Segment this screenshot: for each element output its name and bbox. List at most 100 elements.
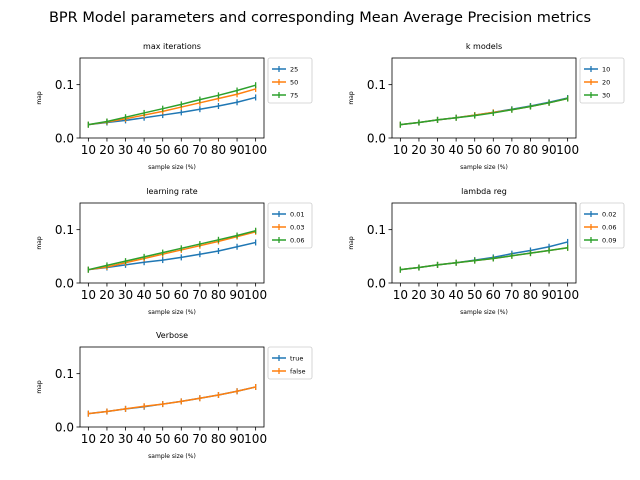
x-tick-label: 40 bbox=[448, 288, 463, 302]
series-1 bbox=[87, 384, 257, 417]
figure-title: BPR Model parameters and corresponding M… bbox=[49, 10, 591, 26]
x-tick-label: 20 bbox=[99, 143, 114, 157]
axes-frame bbox=[79, 202, 265, 284]
x-tick-label: 30 bbox=[430, 143, 445, 157]
x-tick-label: 90 bbox=[541, 288, 556, 302]
legend-label: 50 bbox=[290, 79, 298, 87]
x-tick-label: 60 bbox=[486, 288, 501, 302]
y-axis-label: map bbox=[348, 91, 355, 105]
series-line bbox=[88, 231, 256, 271]
y-tick-label: 0.0 bbox=[367, 131, 386, 145]
legend-label: 25 bbox=[290, 66, 298, 74]
x-axis-label: sample size (%) bbox=[148, 453, 196, 460]
x-tick-label: 100 bbox=[244, 288, 267, 302]
x-tick-label: 40 bbox=[136, 143, 151, 157]
y-axis-label: map bbox=[36, 380, 43, 394]
series-line bbox=[88, 96, 256, 126]
legend-label: 20 bbox=[602, 79, 610, 87]
legend-label: 10 bbox=[602, 66, 610, 74]
series-line bbox=[88, 386, 256, 415]
x-axis-label: sample size (%) bbox=[460, 164, 508, 171]
series-line bbox=[88, 241, 256, 271]
legend-label: 0.01 bbox=[290, 211, 304, 219]
x-tick-label: 80 bbox=[523, 143, 538, 157]
legend-label: false bbox=[290, 368, 305, 376]
legend-label: true bbox=[290, 355, 303, 363]
series-1 bbox=[399, 95, 569, 128]
x-tick-label: 100 bbox=[556, 143, 579, 157]
y-tick-label: 0.0 bbox=[55, 131, 74, 145]
x-tick-label: 30 bbox=[118, 288, 133, 302]
legend-label: 0.03 bbox=[290, 224, 304, 232]
x-tick-label: 30 bbox=[430, 288, 445, 302]
x-axis-label: sample size (%) bbox=[148, 309, 196, 316]
legend-label: 0.06 bbox=[602, 224, 616, 232]
series-line bbox=[400, 241, 568, 271]
y-tick-label: 0.0 bbox=[55, 276, 74, 290]
x-tick-label: 60 bbox=[174, 143, 189, 157]
legend-label: 0.09 bbox=[602, 237, 616, 245]
panel-title: k models bbox=[466, 42, 502, 51]
x-tick-label: 50 bbox=[467, 143, 482, 157]
x-tick-label: 50 bbox=[155, 143, 170, 157]
series-0 bbox=[87, 239, 257, 273]
x-tick-label: 80 bbox=[523, 288, 538, 302]
y-tick-label: 0.1 bbox=[55, 367, 74, 381]
panel-title: lambda reg bbox=[461, 187, 507, 196]
axes-frame bbox=[391, 57, 577, 139]
axes-frame bbox=[79, 346, 265, 428]
series-2 bbox=[399, 244, 569, 273]
series-2 bbox=[399, 95, 569, 128]
axes-frame bbox=[79, 57, 265, 139]
x-tick-label: 90 bbox=[229, 288, 244, 302]
x-tick-label: 10 bbox=[81, 432, 96, 446]
chart-panel-3: lambda reg 10 20 30 40 50 60 70 80 90 100 0.0 0.1 sam… bbox=[348, 187, 625, 316]
x-tick-label: 40 bbox=[136, 432, 151, 446]
x-tick-label: 40 bbox=[136, 288, 151, 302]
chart-panel-2: learning rate 10 20 30 40 50 60 70 80 90 100 0.0 0.1… bbox=[36, 187, 313, 316]
x-tick-label: 50 bbox=[155, 432, 170, 446]
x-tick-label: 80 bbox=[211, 143, 226, 157]
y-tick-label: 0.1 bbox=[55, 78, 74, 92]
x-tick-label: 50 bbox=[467, 288, 482, 302]
series-0 bbox=[399, 238, 569, 273]
x-tick-label: 20 bbox=[411, 143, 426, 157]
legend-label: 30 bbox=[602, 92, 610, 100]
x-axis-label: sample size (%) bbox=[460, 309, 508, 316]
series-line bbox=[88, 88, 256, 126]
series-line bbox=[88, 230, 256, 271]
x-tick-label: 50 bbox=[155, 288, 170, 302]
x-tick-label: 40 bbox=[448, 143, 463, 157]
series-line bbox=[400, 97, 568, 126]
x-tick-label: 70 bbox=[192, 143, 207, 157]
x-tick-label: 60 bbox=[174, 432, 189, 446]
x-tick-label: 60 bbox=[486, 143, 501, 157]
axes-frame bbox=[391, 202, 577, 284]
y-tick-label: 0.0 bbox=[55, 420, 74, 434]
y-tick-label: 0.1 bbox=[367, 223, 386, 237]
chart-panel-4: Verbose 10 20 30 40 50 60 70 80 90 100 0.0 0.1 sample… bbox=[36, 331, 313, 460]
x-tick-label: 100 bbox=[244, 143, 267, 157]
x-tick-label: 60 bbox=[174, 288, 189, 302]
y-tick-label: 0.1 bbox=[55, 223, 74, 237]
panel-title: max iterations bbox=[143, 42, 201, 51]
series-0 bbox=[87, 94, 257, 128]
x-tick-label: 70 bbox=[504, 288, 519, 302]
y-axis-label: map bbox=[36, 91, 43, 105]
x-tick-label: 10 bbox=[393, 288, 408, 302]
series-line bbox=[400, 97, 568, 126]
y-axis-label: map bbox=[348, 236, 355, 250]
x-tick-label: 100 bbox=[244, 432, 267, 446]
x-tick-label: 70 bbox=[192, 432, 207, 446]
x-tick-label: 10 bbox=[81, 143, 96, 157]
x-tick-label: 90 bbox=[229, 432, 244, 446]
series-0 bbox=[399, 95, 569, 128]
legend-label: 75 bbox=[290, 92, 298, 100]
x-tick-label: 90 bbox=[541, 143, 556, 157]
panel-title: learning rate bbox=[146, 187, 198, 196]
x-tick-label: 80 bbox=[211, 288, 226, 302]
chart-panel-0: max iterations 10 20 30 40 50 60 70 80 90 100 0.0 0.… bbox=[36, 42, 313, 171]
legend-label: 0.06 bbox=[290, 237, 304, 245]
